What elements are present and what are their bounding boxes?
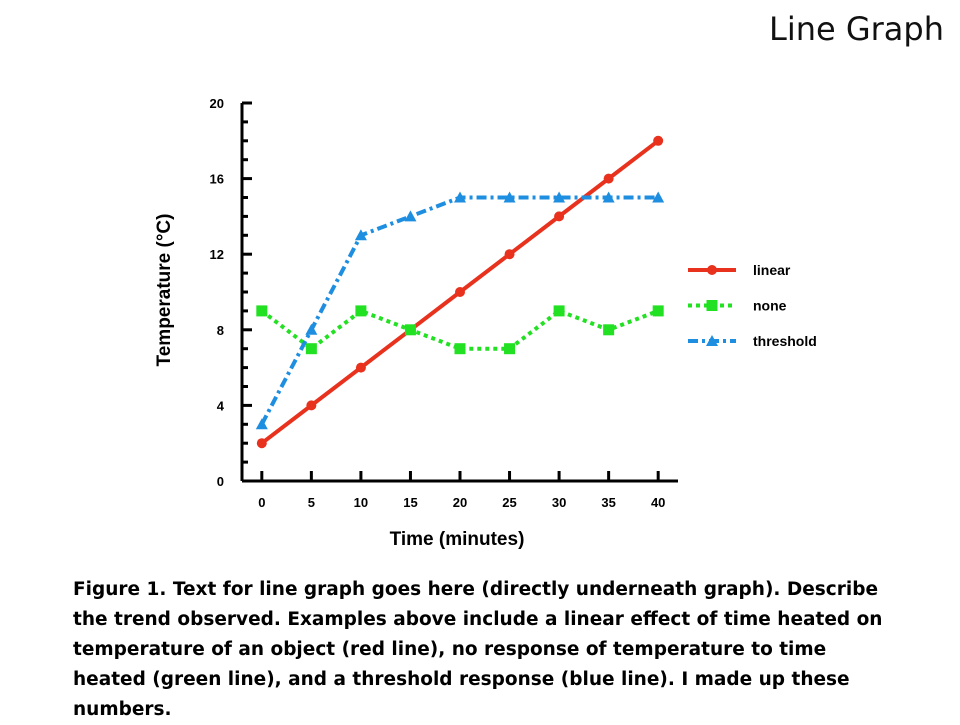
series-linear <box>256 135 664 449</box>
chart-legend: linear none threshold <box>688 262 817 349</box>
data-point-none <box>305 343 317 355</box>
legend-marker <box>706 335 718 346</box>
y-tick-label: 16 <box>210 172 224 187</box>
data-point-linear <box>603 173 614 184</box>
x-tick-label: 20 <box>453 495 467 510</box>
data-point-linear <box>504 249 515 260</box>
data-point-threshold <box>503 191 516 203</box>
figure-caption: Figure 1. Text for line graph goes here … <box>73 579 883 720</box>
data-point-threshold <box>652 191 665 203</box>
y-tick-label: 12 <box>210 247 224 262</box>
data-point-threshold <box>454 191 466 203</box>
legend-item-threshold: threshold <box>688 333 817 349</box>
series-none <box>256 305 664 355</box>
legend-marker <box>707 265 717 275</box>
x-tick-label: 35 <box>601 495 615 510</box>
data-point-threshold <box>255 418 268 430</box>
y-tick-label: 8 <box>217 323 224 338</box>
data-point-threshold <box>354 229 367 241</box>
x-tick-label: 5 <box>308 495 315 510</box>
data-point-linear <box>306 400 317 411</box>
data-point-linear <box>355 362 366 373</box>
x-tick-label: 0 <box>258 495 265 510</box>
slide-title: Line Graph <box>768 10 944 48</box>
data-point-linear <box>653 135 664 146</box>
chart-axes: 0 4 8 12 16 20 0 5 10 15 20 25 30 35 40 <box>210 96 678 510</box>
legend-label: linear <box>753 262 791 278</box>
legend-label: threshold <box>753 333 817 349</box>
line-chart: 0 4 8 12 16 20 0 5 10 15 20 25 30 35 40 linear none thre… <box>154 96 817 550</box>
x-tick-label: 40 <box>651 495 665 510</box>
y-tick-label: 4 <box>217 398 225 413</box>
legend-label: none <box>753 298 787 314</box>
data-point-none <box>553 305 565 317</box>
legend-item-linear: linear <box>688 262 791 278</box>
data-point-none <box>454 343 466 355</box>
data-point-linear <box>455 287 465 297</box>
series-threshold <box>255 191 665 430</box>
data-point-threshold <box>553 191 566 203</box>
data-point-none <box>504 343 516 355</box>
data-point-none <box>404 324 416 336</box>
y-axis-label: Temperature (°C) <box>154 214 175 367</box>
data-point-linear <box>256 438 267 449</box>
legend-marker <box>706 300 718 311</box>
series-layer <box>255 135 665 449</box>
legend-item-none: none <box>688 298 787 314</box>
x-tick-label: 25 <box>502 495 516 510</box>
data-point-threshold <box>602 191 615 203</box>
data-point-none <box>256 305 268 317</box>
data-point-threshold <box>404 210 417 222</box>
y-tick-label: 0 <box>217 474 224 489</box>
series-line-none <box>260 308 659 351</box>
x-tick-label: 15 <box>403 495 417 510</box>
data-point-threshold <box>305 323 318 335</box>
x-tick-label: 10 <box>354 495 368 510</box>
data-point-none <box>603 324 615 336</box>
series-line-threshold <box>260 195 659 426</box>
data-point-none <box>652 305 664 317</box>
x-tick-label: 30 <box>552 495 566 510</box>
data-point-none <box>355 305 367 317</box>
data-point-linear <box>554 211 565 222</box>
x-axis-label: Time (minutes) <box>390 529 525 550</box>
y-tick-label: 20 <box>210 96 224 111</box>
